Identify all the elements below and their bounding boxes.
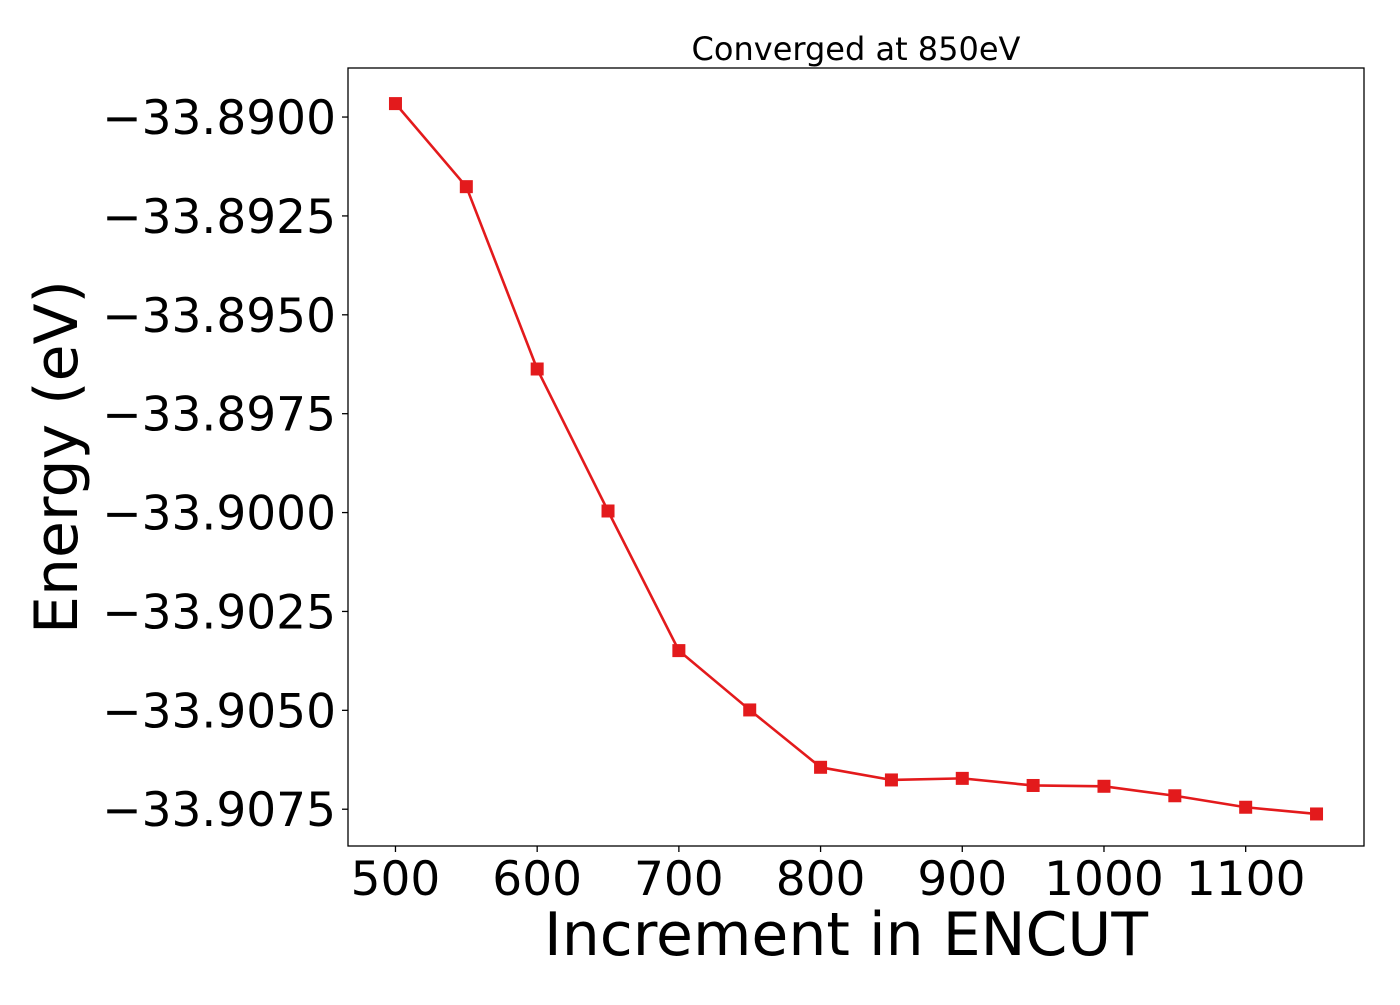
series-line <box>394 102 1317 816</box>
x-tick-label: 900 <box>917 852 1007 907</box>
y-axis-ticks: −33.8900 −33.8925 −33.8950 −33.8975 −33.9000… <box>102 91 348 838</box>
x-axis-label: Increment in ENCUT <box>544 900 1148 970</box>
plot-area <box>347 67 1365 847</box>
x-tick-label: 1100 <box>1186 852 1306 907</box>
data-point-marker <box>1026 778 1040 792</box>
y-tick-label: −33.9050 <box>102 684 336 739</box>
data-point-marker <box>955 771 969 785</box>
data-point-marker <box>884 773 898 787</box>
x-tick-label: 600 <box>492 852 582 907</box>
x-tick-label: 700 <box>634 852 724 907</box>
y-tick-label: −33.8950 <box>102 289 336 344</box>
x-axis-ticks: 500 600 700 800 900 1000 1100 <box>351 846 1306 907</box>
data-point-marker <box>601 504 615 518</box>
data-point-marker <box>1168 789 1182 803</box>
x-tick-label: 800 <box>776 852 866 907</box>
data-point-marker <box>1310 807 1324 821</box>
y-tick-label: −33.9025 <box>102 585 336 640</box>
y-tick-label: −33.8900 <box>102 91 336 146</box>
x-tick-label: 1000 <box>1044 852 1164 907</box>
y-tick-label: −33.9000 <box>102 487 336 542</box>
chart-title: Converged at 850eV <box>692 30 1021 68</box>
data-point-marker <box>388 97 402 111</box>
data-point-marker <box>814 760 828 774</box>
series-layer <box>388 97 1324 821</box>
data-point-marker <box>672 644 686 658</box>
y-tick-label: −33.8925 <box>102 190 336 245</box>
data-point-marker <box>459 180 473 194</box>
data-point-marker <box>530 362 544 376</box>
data-point-marker <box>1239 800 1253 814</box>
y-tick-label: −33.9075 <box>102 783 336 838</box>
data-point-marker <box>1097 779 1111 793</box>
y-axis-label: Energy (eV) <box>22 280 92 634</box>
data-point-marker <box>743 703 757 717</box>
x-tick-label: 500 <box>351 852 441 907</box>
y-tick-label: −33.8975 <box>102 388 336 443</box>
